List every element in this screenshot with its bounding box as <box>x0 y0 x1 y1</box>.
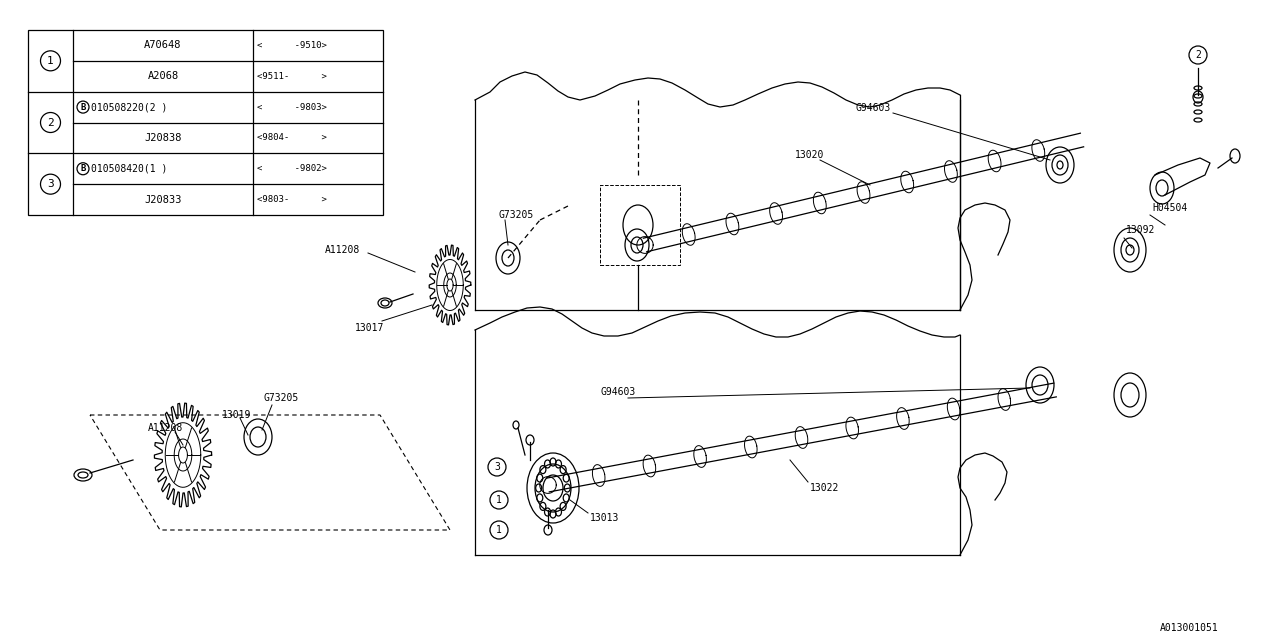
Text: 13092: 13092 <box>1126 225 1156 235</box>
Text: 13020: 13020 <box>795 150 824 160</box>
Text: 1: 1 <box>497 495 502 505</box>
Text: A2068: A2068 <box>147 71 179 81</box>
Text: B: B <box>81 164 86 173</box>
Text: 3: 3 <box>494 462 500 472</box>
Text: G94603: G94603 <box>600 387 635 397</box>
Text: A013001051: A013001051 <box>1160 623 1219 633</box>
Text: <      -9803>: < -9803> <box>257 102 326 111</box>
Text: <      -9802>: < -9802> <box>257 164 326 173</box>
Text: A11208: A11208 <box>325 245 360 255</box>
Text: <      -9510>: < -9510> <box>257 41 326 50</box>
Text: 13022: 13022 <box>810 483 840 493</box>
Text: J20838: J20838 <box>145 133 182 143</box>
Text: 010508220(2 ): 010508220(2 ) <box>91 102 168 112</box>
Text: <9511-      >: <9511- > <box>257 72 326 81</box>
Text: 3: 3 <box>47 179 54 189</box>
Text: 13019: 13019 <box>221 410 251 420</box>
Text: 13017: 13017 <box>355 323 384 333</box>
Text: 1: 1 <box>47 56 54 66</box>
Text: G73205: G73205 <box>262 393 298 403</box>
Text: A11208: A11208 <box>148 423 183 433</box>
Text: G73205: G73205 <box>498 210 534 220</box>
Text: 2: 2 <box>47 118 54 127</box>
Text: 010508420(1 ): 010508420(1 ) <box>91 164 168 173</box>
Text: A70648: A70648 <box>145 40 182 51</box>
Text: J20833: J20833 <box>145 195 182 205</box>
Text: H04504: H04504 <box>1152 203 1188 213</box>
Text: B: B <box>81 102 86 111</box>
Text: <9803-      >: <9803- > <box>257 195 326 204</box>
Text: 2: 2 <box>1196 50 1201 60</box>
Bar <box>600 185 680 265</box>
Text: G94603: G94603 <box>855 103 891 113</box>
Text: <9804-      >: <9804- > <box>257 133 326 143</box>
Bar <box>28 30 383 215</box>
Text: 1: 1 <box>497 525 502 535</box>
Text: 13013: 13013 <box>590 513 620 523</box>
